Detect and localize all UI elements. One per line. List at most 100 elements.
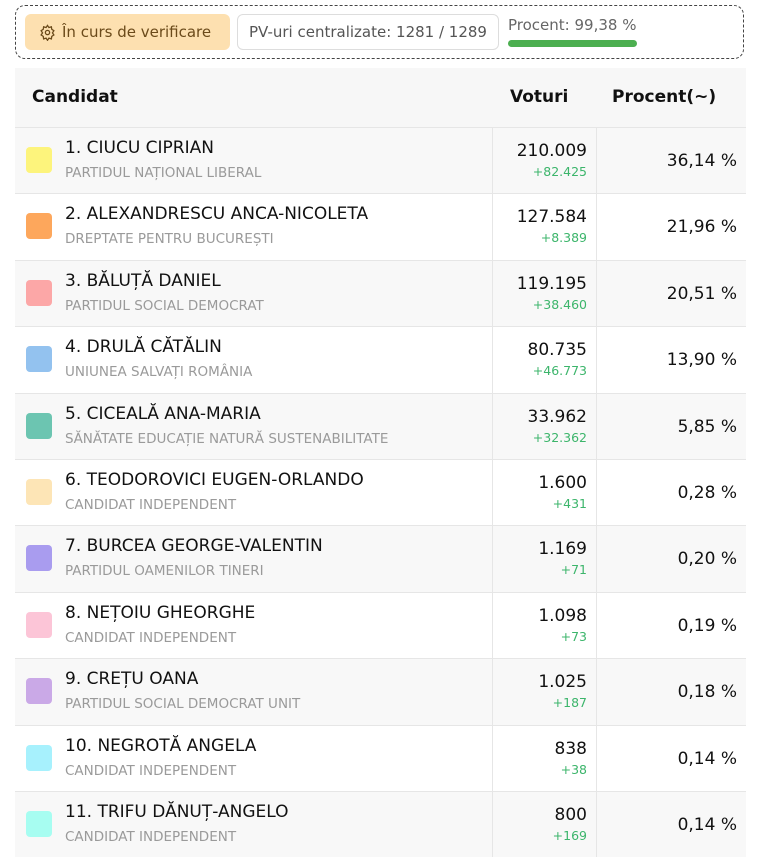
candidate-row: 9. CREȚU OANA PARTIDUL SOCIAL DEMOCRAT UN…: [15, 658, 746, 725]
votes-delta: +8.389: [540, 230, 587, 246]
candidate-row: 4. DRULĂ CĂTĂLIN UNIUNEA SALVAȚI ROMÂNIA 8…: [15, 326, 746, 393]
color-swatch: [26, 279, 52, 306]
votes-cell: 119.195 +38.460: [492, 260, 597, 327]
candidate-row: 3. BĂLUȚĂ DANIEL PARTIDUL SOCIAL DEMOCRAT…: [15, 259, 746, 327]
color-swatch: [26, 678, 52, 705]
votes-delta: +38.460: [532, 296, 587, 312]
candidate-name: 8. NEȚOIU GHEORGHE: [65, 602, 256, 623]
percent: 36,14 %: [666, 151, 737, 171]
percent: 0,19 %: [677, 615, 737, 636]
status-badge: În curs de verificare: [25, 14, 230, 50]
candidate-row: 2. ALEXANDRESCU ANCA-NICOLETA DREPTATE PE…: [15, 193, 746, 260]
party-name: SĂNĂTATE EDUCAȚIE NATURĂ SUSTENABILITATE: [65, 430, 389, 447]
header-cell: Candidat: [32, 87, 118, 107]
badge-text: În curs de verificare: [62, 23, 212, 41]
pv-count: PV-uri centralizate: 1281 / 1289: [237, 14, 499, 50]
votes: 800: [554, 804, 587, 825]
candidate-name: 3. BĂLUȚĂ DANIEL: [65, 270, 221, 291]
votes: 80.735: [527, 340, 587, 361]
color-swatch: [26, 346, 52, 373]
votes-cell: 127.584 +8.389: [492, 194, 597, 260]
votes-delta: +32.362: [532, 429, 587, 445]
results-table: Candidat Voturi Procent(~) 1. CIUCU CIPR…: [15, 68, 746, 857]
votes: 1.025: [538, 672, 587, 693]
candidate-name: 4. DRULĂ CĂTĂLIN: [65, 337, 222, 358]
candidate-name: 10. NEGROTĂ ANGELA: [65, 735, 257, 756]
votes: 1.169: [538, 539, 587, 560]
candidate-row: 10. NEGROTĂ ANGELA CANDIDAT INDEPENDENT 83…: [15, 724, 746, 791]
percent: 0,18 %: [677, 682, 737, 703]
candidate-name: 11. TRIFU DĂNUȚ-ANGELO: [65, 801, 289, 822]
party-name: CANDIDAT INDEPENDENT: [65, 762, 237, 779]
party-name: PARTIDUL SOCIAL DEMOCRAT UNIT: [65, 696, 301, 713]
votes-delta: +187: [552, 695, 587, 711]
candidate-row: 7. BURCEA GEORGE-VALENTIN PARTIDUL OAMENI…: [15, 525, 746, 592]
candidate-name: 5. CICEALĂ ANA-MARIA: [65, 403, 261, 424]
votes-cell: 1.025 +187: [492, 659, 597, 725]
party-name: CANDIDAT INDEPENDENT: [65, 629, 237, 646]
votes-delta: +38: [560, 761, 587, 777]
color-swatch: [26, 810, 52, 837]
color-swatch: [26, 545, 52, 572]
votes-cell: 1.600 +431: [492, 459, 597, 526]
candidate-row: 1. CIUCU CIPRIAN PARTIDUL NAȚIONAL LIBERA…: [15, 127, 746, 194]
color-swatch: [26, 412, 52, 439]
party-name: CANDIDAT INDEPENDENT: [65, 496, 237, 513]
votes-cell: 1.098 +73: [492, 592, 597, 659]
votes-delta: +46.773: [532, 363, 587, 379]
party-name: DREPTATE PENTRU BUCUREȘTI: [65, 231, 274, 248]
percent: 20,51 %: [666, 283, 737, 304]
percent: 0,14 %: [677, 814, 737, 835]
percent: 0,28 %: [677, 482, 737, 503]
color-swatch: [26, 213, 52, 240]
votes: 33.962: [527, 406, 587, 427]
table-header: Candidat Voturi Procent(~): [15, 68, 746, 127]
votes-delta: +169: [552, 827, 587, 843]
votes-cell: 1.169 +71: [492, 526, 597, 592]
votes: 210.009: [516, 141, 587, 161]
gear-icon: [40, 23, 55, 41]
header-cell: Voturi: [510, 87, 569, 107]
party-name: PARTIDUL OAMENILOR TINERI: [65, 563, 264, 580]
votes-cell: 33.962 +32.362: [492, 393, 597, 459]
candidate-name: 6. TEODOROVICI EUGEN-ORLANDO: [65, 469, 364, 490]
votes-cell: 838 +38: [492, 725, 597, 791]
votes-delta: +431: [552, 495, 587, 511]
percent: 0,20 %: [677, 549, 737, 570]
color-swatch: [26, 611, 52, 638]
candidate-name: 1. CIUCU CIPRIAN: [65, 138, 214, 158]
percent: 21,96 %: [666, 217, 737, 238]
candidate-name: 9. CREȚU OANA: [65, 669, 199, 690]
candidate-row: 5. CICEALĂ ANA-MARIA SĂNĂTATE EDUCAȚIE NA…: [15, 392, 746, 459]
votes: 1.098: [538, 605, 587, 626]
party-name: PARTIDUL SOCIAL DEMOCRAT: [65, 297, 264, 314]
candidate-row: 8. NEȚOIU GHEORGHE CANDIDAT INDEPENDENT 1.…: [15, 591, 746, 659]
status-bar: În curs de verificare PV-uri centralizat…: [15, 5, 744, 59]
progress-bar: [508, 40, 637, 47]
color-swatch: [26, 147, 52, 173]
votes-cell: 210.009 +82.425: [492, 128, 597, 194]
votes: 127.584: [516, 207, 587, 228]
candidate-row: 6. TEODOROVICI EUGEN-ORLANDO CANDIDAT IND…: [15, 458, 746, 526]
color-swatch: [26, 744, 52, 771]
percent: 13,90 %: [666, 350, 737, 371]
candidate-row: 11. TRIFU DĂNUȚ-ANGELO CANDIDAT INDEPENDE…: [15, 790, 746, 857]
votes: 1.600: [538, 472, 587, 493]
color-swatch: [26, 478, 52, 505]
votes: 119.195: [516, 273, 587, 294]
votes-delta: +82.425: [532, 164, 587, 179]
percent-text: Procent: 99,38 %: [508, 16, 637, 34]
votes-delta: +71: [560, 562, 587, 578]
votes-delta: +73: [560, 628, 587, 644]
votes-cell: 800 +169: [492, 791, 597, 857]
candidate-name: 7. BURCEA GEORGE-VALENTIN: [65, 536, 323, 557]
percent: 0,14 %: [677, 748, 737, 769]
party-name: CANDIDAT INDEPENDENT: [65, 828, 237, 845]
header-cell: Procent(~): [612, 87, 717, 107]
candidate-name: 2. ALEXANDRESCU ANCA-NICOLETA: [65, 204, 369, 225]
percent: 5,85 %: [677, 416, 737, 437]
party-name: PARTIDUL NAȚIONAL LIBERAL: [65, 165, 262, 181]
party-name: UNIUNEA SALVAȚI ROMÂNIA: [65, 364, 253, 381]
votes-cell: 80.735 +46.773: [492, 327, 597, 393]
